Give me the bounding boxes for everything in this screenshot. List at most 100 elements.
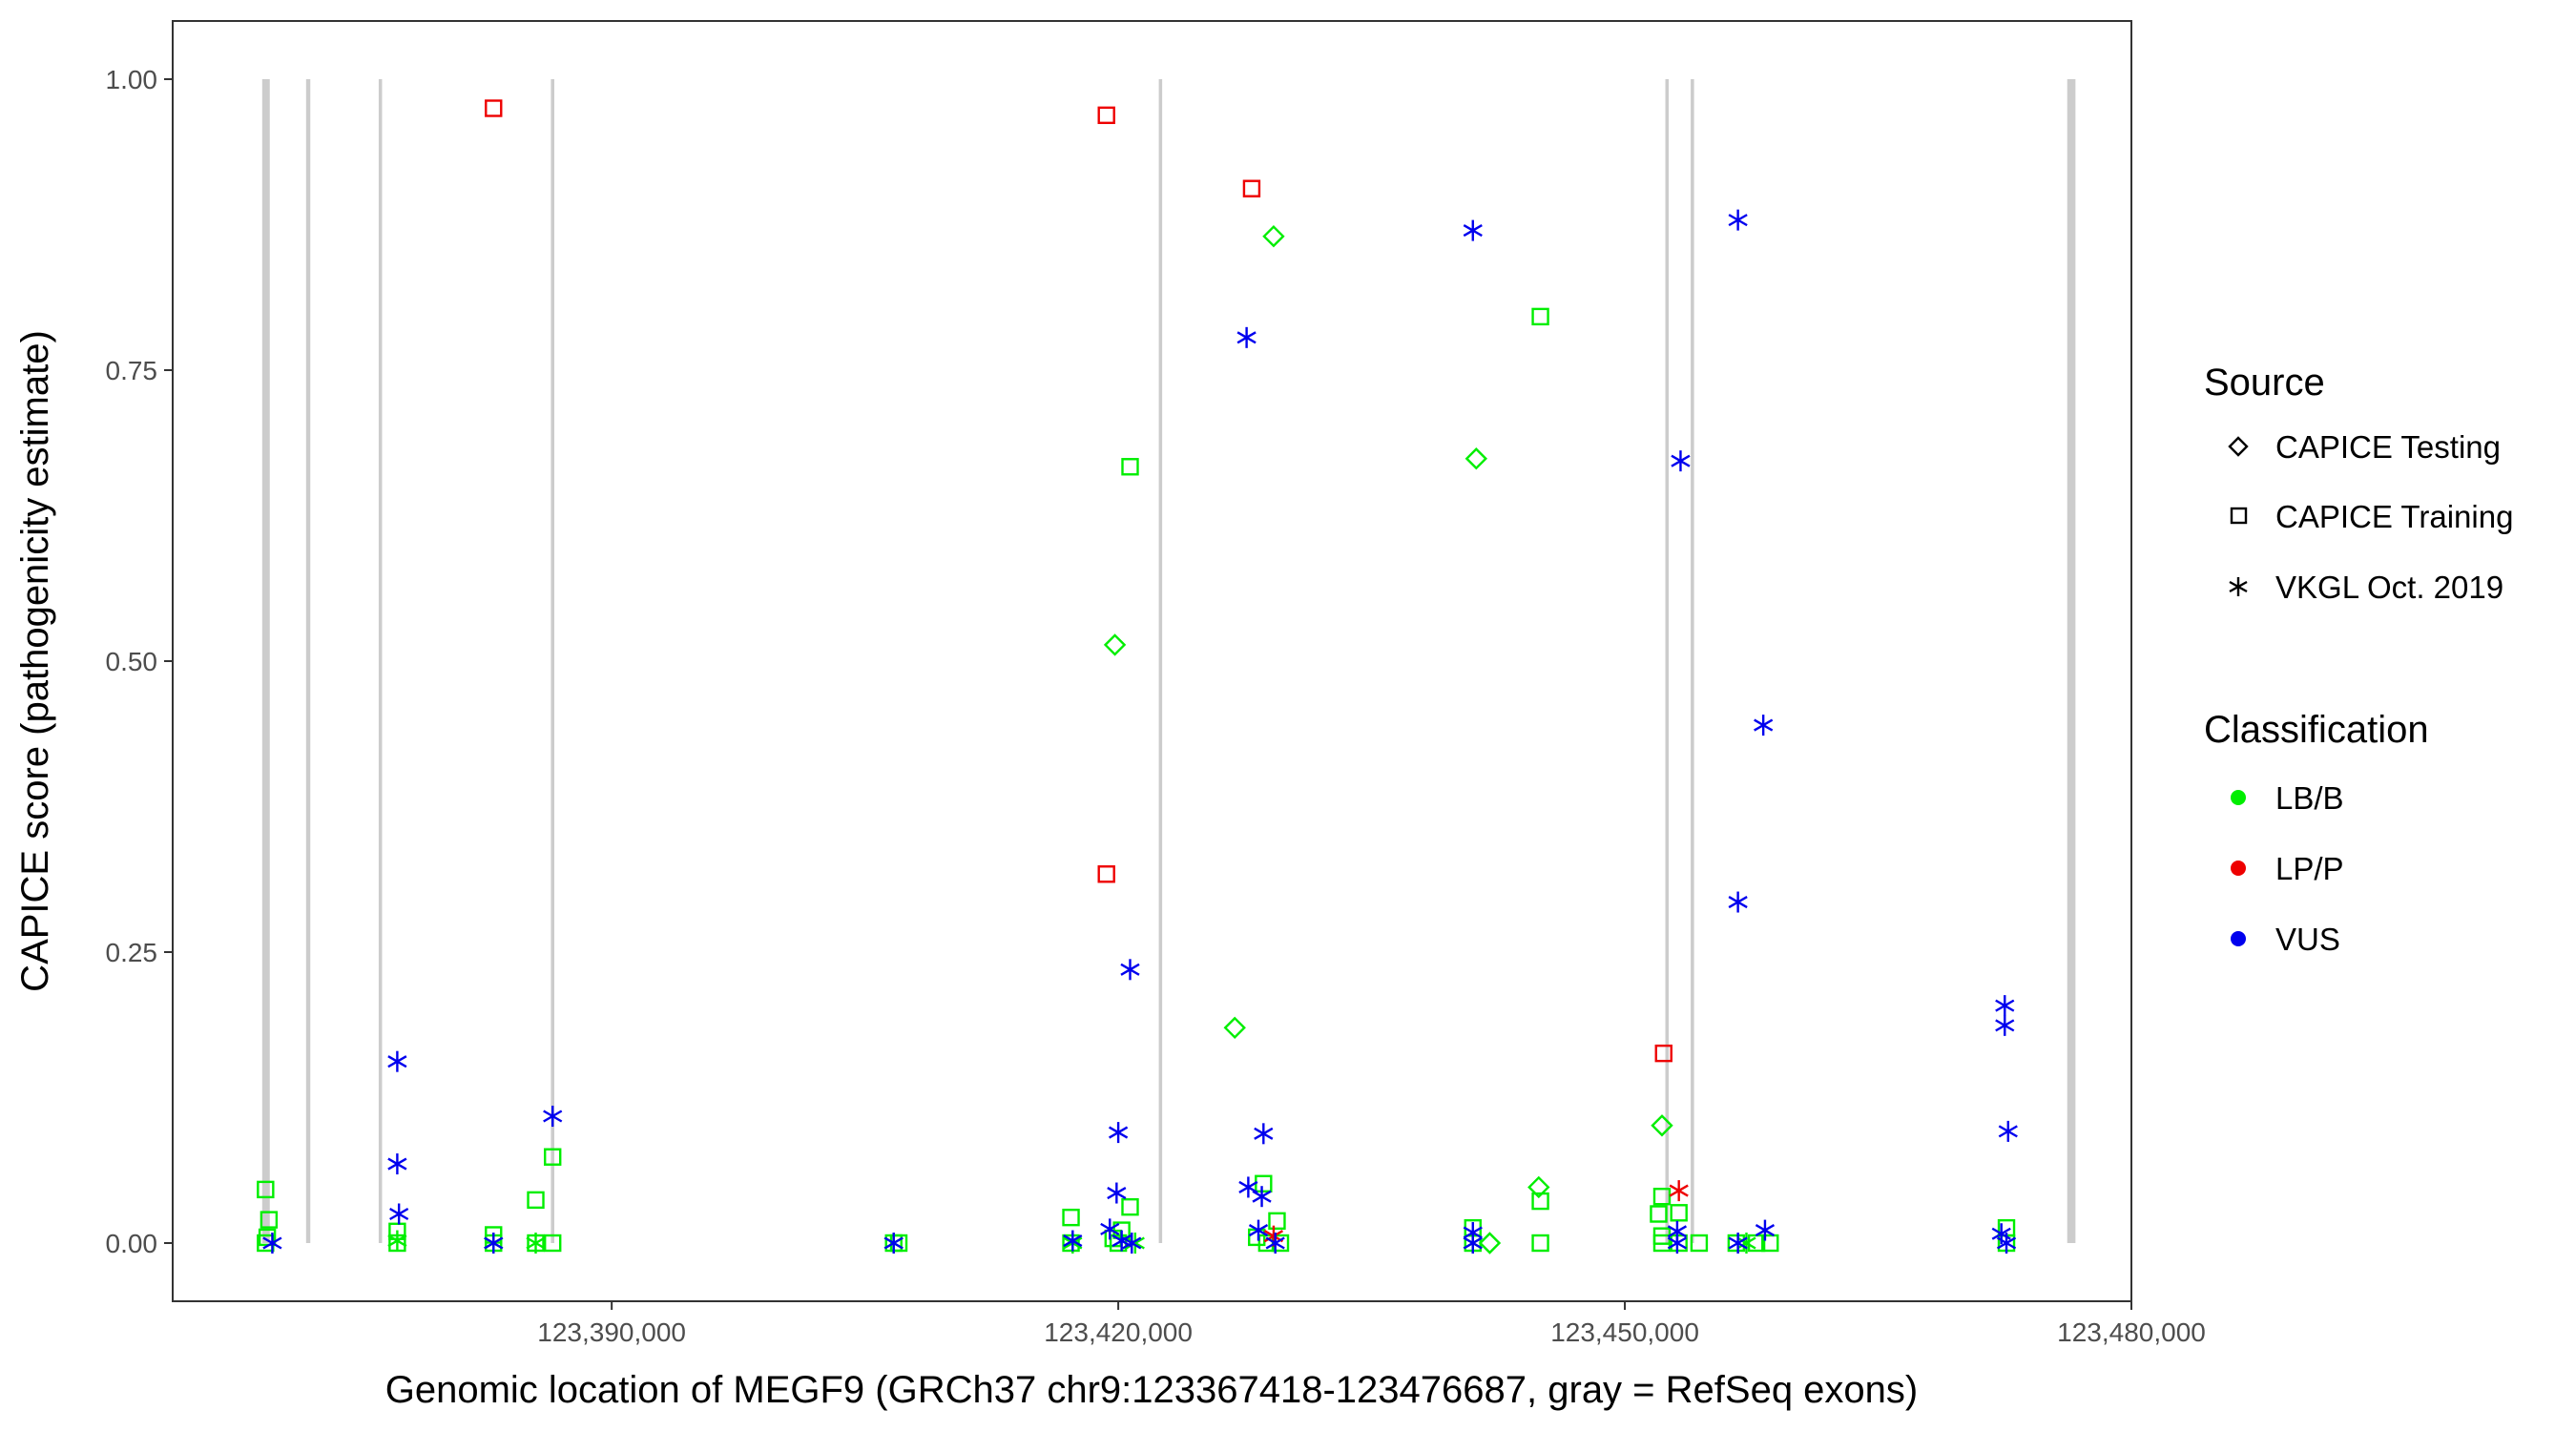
diamond-point-2-4 [1651,1114,1673,1137]
square-point-0-10 [544,1148,562,1166]
square-point-0-14 [1062,1208,1080,1227]
asterisk-point-3-7-stroke-d2 [1736,1236,1756,1250]
asterisk-point-5-6 [883,1233,904,1254]
asterisk-point-5-3 [389,1203,409,1225]
square-point-0-30 [1531,1234,1549,1253]
asterisk-point-5-14 [1236,326,1257,348]
asterisk-point-5-30-stroke-d2 [1728,1236,1748,1250]
exon-band-3 [551,79,554,1243]
asterisk-point-5-6-stroke-d2 [883,1236,904,1250]
asterisk-point-5-2 [387,1153,407,1175]
asterisk-point-5-22-stroke-d2 [1463,1236,1483,1250]
asterisk-point-5-22 [1463,1233,1483,1254]
asterisk-point-5-32-stroke-d2 [1995,1019,2015,1032]
asterisk-point-5-24-stroke-d2 [1667,1225,1688,1238]
asterisk-point-5-8 [1109,1122,1129,1144]
asterisk-icon [2229,577,2248,596]
legend-key-diamond-icon [2228,436,2249,457]
asterisk-point-5-4-stroke-d2 [484,1236,504,1250]
legend-title-classification: Classification [2204,709,2429,751]
diamond-point-2-6 [1478,1232,1502,1255]
diamond-point-2-0 [1262,225,1285,248]
exon-band-0 [261,79,270,1243]
exon-band-6 [1691,79,1694,1243]
square-point-0-34 [1652,1234,1672,1253]
asterisk-point-5-29 [1755,1219,1776,1241]
square-point-0-1 [260,1211,279,1229]
legend-label-capice-training: CAPICE Training [2275,499,2513,534]
square-point-0-37 [1690,1234,1709,1253]
square-point-1-0 [485,99,503,117]
asterisk-point-5-27 [1754,715,1774,736]
y-tick-label-2: 0.50 [106,647,158,676]
x-tick-label-1: 123,420,000 [1044,1317,1193,1347]
asterisk-point-5-23 [1671,450,1691,472]
asterisk-point-5-16 [1254,1123,1274,1145]
asterisk-point-5-7-stroke-d2 [1063,1234,1083,1248]
x-tick-label-2: 123,450,000 [1550,1317,1699,1347]
legend-label-vkgl: VKGL Oct. 2019 [2275,570,2503,605]
asterisk-point-5-33 [1998,1120,2018,1142]
asterisk-point-5-25 [1667,1233,1688,1254]
asterisk-point-5-26-stroke-d2 [1728,214,1748,227]
asterisk-point-5-20 [1463,219,1483,241]
asterisk-point-5-9-stroke-d2 [1120,963,1140,976]
legend-label-lbb: LB/B [2275,780,2344,816]
asterisk-point-5-12-stroke-d2 [1111,1234,1132,1248]
asterisk-point-5-35-stroke-d2 [1996,1236,2017,1250]
asterisk-point-5-31 [1995,995,2015,1017]
legend: Source CAPICE Testing CAPICE Training VK… [2204,362,2513,957]
asterisk-point-5-5 [543,1106,563,1128]
asterisk-point-5-15-stroke-d2 [1238,1180,1258,1193]
asterisk-point-5-3-stroke-d2 [389,1207,409,1221]
asterisk-point-5-13 [1122,1233,1142,1254]
asterisk-point-5-5-stroke-d2 [543,1110,563,1123]
square-point-0-28 [1531,307,1549,326]
asterisk-point-5-4 [484,1233,504,1254]
asterisk-point-5-11 [1100,1218,1120,1240]
asterisk-point-4-0 [1669,1180,1689,1202]
asterisk-point-5-1 [387,1050,407,1072]
y-axis: 0.00 0.25 0.50 0.75 1.00 [106,65,173,1258]
legend-title-source: Source [2204,362,2325,404]
asterisk-point-5-30 [1728,1233,1748,1254]
asterisk-point-5-29-stroke-d2 [1755,1224,1776,1237]
asterisk-point-5-18-stroke-d2 [1248,1224,1269,1237]
diamond-point-2-2 [1103,633,1127,656]
square-point-0-31 [1652,1187,1672,1206]
asterisk-point-5-17-stroke-d2 [1252,1190,1272,1203]
square-point-1-3 [1097,865,1115,883]
asterisk-point-5-8-stroke-d2 [1109,1126,1129,1139]
series-diamond-lbb [1103,225,1673,1255]
series-asterisk-vus [262,209,2018,1254]
asterisk-point-5-14-stroke-d2 [1236,331,1257,344]
square-point-0-40 [1761,1234,1779,1253]
exon-band-2 [378,79,383,1243]
legend-dot-lpp [2231,861,2246,876]
asterisk-point-5-20-stroke-d2 [1463,224,1483,238]
asterisk-point-5-0-stroke-d2 [262,1236,282,1250]
asterisk-point-5-18 [1248,1219,1269,1241]
asterisk-point-5-31-stroke-d2 [1995,999,2015,1012]
square-point-0-19 [1121,458,1139,476]
asterisk-point-5-0 [262,1233,282,1254]
asterisk-point-3-5-stroke-d2 [1125,1236,1145,1250]
series-square-lpp [485,99,1672,1063]
asterisk-point-5-25-stroke-d2 [1667,1236,1688,1250]
asterisk-point-5-23-stroke-d2 [1671,454,1691,467]
exon-band-7 [2067,79,2076,1243]
asterisk-point-5-7 [1063,1230,1083,1252]
diamond-point-2-1 [1465,447,1488,470]
panel-background [173,21,2131,1301]
square-point-1-4 [1654,1044,1672,1063]
square-point-0-8 [527,1191,545,1210]
diamond-point-2-5 [1527,1175,1550,1199]
legend-dot-lbb [2231,790,2246,805]
exon-band-5 [1665,79,1670,1243]
asterisk-point-5-33-stroke-d2 [1998,1125,2018,1138]
asterisk-point-3-2-stroke-d2 [526,1236,546,1250]
asterisk-point-5-35 [1996,1233,2017,1254]
y-tick-label-0: 0.00 [106,1229,158,1258]
legend-dot-vus [2231,931,2246,946]
square-point-0-18 [1121,1197,1139,1216]
